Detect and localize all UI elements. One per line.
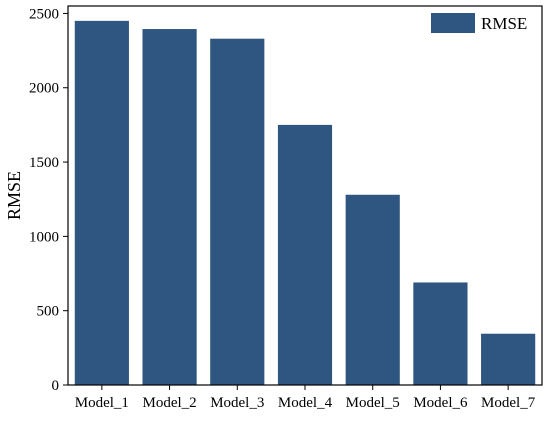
bar-model-4 xyxy=(277,124,333,386)
x-tick-label: Model_2 xyxy=(142,395,196,411)
x-axis-ticks: Model_1 Model_2 Model_3 Model_4 Model_5 Model… xyxy=(75,385,536,411)
x-tick-label: Model_3 xyxy=(210,395,264,411)
y-tick-label: 2000 xyxy=(29,81,59,97)
x-tick-label: Model_7 xyxy=(481,395,536,411)
y-tick-label: 2500 xyxy=(29,6,59,22)
x-tick-label: Model_6 xyxy=(413,395,468,411)
y-tick-label: 0 xyxy=(52,378,60,394)
bar-model-3 xyxy=(210,38,265,385)
y-axis-label: RMSE xyxy=(4,171,24,220)
y-tick-label: 500 xyxy=(37,304,60,320)
bar-model-6 xyxy=(413,282,468,385)
x-tick-label: Model_4 xyxy=(278,395,333,411)
x-tick-label: Model_5 xyxy=(346,395,400,411)
bar-group xyxy=(74,20,536,386)
bar-model-7 xyxy=(481,333,536,385)
legend: RMSE xyxy=(431,13,527,33)
bar-model-1 xyxy=(74,20,129,386)
bar-model-5 xyxy=(345,194,400,385)
x-tick-label: Model_1 xyxy=(75,395,129,411)
plot-frame xyxy=(67,5,543,386)
y-tick-label: 1000 xyxy=(29,229,59,245)
legend-label-rmse: RMSE xyxy=(481,14,527,33)
legend-swatch-rmse xyxy=(431,13,475,33)
y-tick-label: 1500 xyxy=(29,155,59,171)
bar-model-2 xyxy=(142,29,197,385)
y-axis-ticks: 0 500 1000 1500 2000 2500 xyxy=(29,6,68,394)
